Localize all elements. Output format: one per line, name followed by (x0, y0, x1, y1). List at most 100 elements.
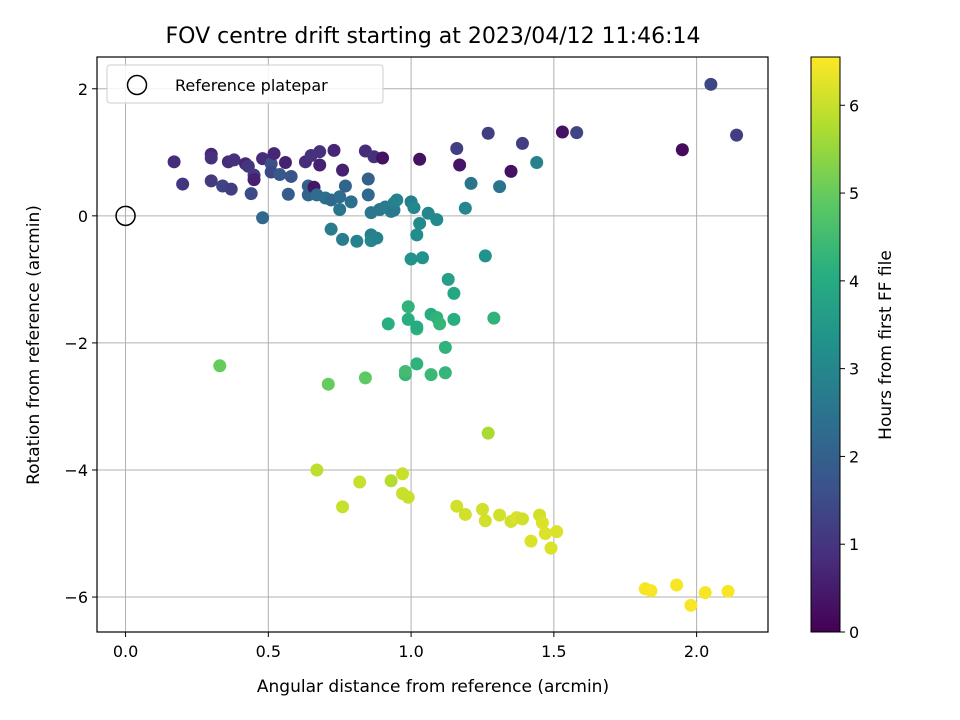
data-point (433, 317, 447, 331)
data-point (267, 147, 281, 161)
data-point (504, 164, 518, 178)
data-point (438, 366, 452, 380)
data-point (333, 202, 347, 216)
data-point (413, 152, 427, 166)
data-point (310, 463, 324, 477)
reference-platepar-marker (115, 205, 136, 227)
data-point (407, 201, 421, 215)
data-point (515, 136, 529, 150)
data-point (524, 534, 538, 548)
data-point (281, 187, 295, 201)
data-point (424, 368, 438, 382)
data-point (324, 222, 338, 236)
data-point (361, 172, 375, 186)
data-point (447, 286, 461, 300)
data-point (481, 426, 495, 440)
data-point (493, 180, 507, 194)
data-point (458, 201, 472, 215)
data-point (350, 234, 364, 248)
data-point (336, 163, 350, 177)
data-point (396, 467, 410, 481)
data-point (704, 77, 718, 91)
data-point (376, 151, 390, 165)
data-point (544, 541, 558, 555)
data-point (530, 155, 544, 169)
data-point (404, 252, 418, 266)
data-point (390, 193, 404, 207)
data-points (167, 77, 744, 612)
data-point (670, 578, 684, 592)
legend-marker-icon (126, 74, 148, 96)
colorbar-tick-label: 0 (849, 623, 859, 642)
data-point (684, 598, 698, 612)
x-tick-label: 1.0 (398, 642, 423, 661)
data-point (401, 300, 415, 314)
data-point (515, 512, 529, 526)
colorbar-label: Hours from first FF file (876, 250, 896, 440)
data-point (247, 173, 261, 187)
y-axis-label: Rotation from reference (arcmin) (24, 205, 44, 485)
data-point (361, 188, 375, 202)
y-tick-label: −2 (64, 334, 88, 353)
data-point (370, 231, 384, 245)
data-point (475, 502, 489, 516)
y-tick-label: −6 (64, 588, 88, 607)
plot-frame (96, 56, 769, 633)
data-point (204, 151, 218, 165)
colorbar-tick-label: 3 (849, 360, 859, 379)
data-point (344, 195, 358, 209)
data-point (401, 312, 415, 326)
legend-entry-reference-platepar: Reference platepar (175, 76, 328, 95)
data-point (410, 357, 424, 371)
data-point (227, 153, 241, 167)
data-point (284, 169, 298, 183)
data-point (450, 141, 464, 155)
data-point (333, 190, 347, 204)
data-point (550, 525, 564, 539)
data-point (338, 179, 352, 193)
x-tick-label: 2.0 (684, 642, 709, 661)
data-point (481, 126, 495, 140)
data-point (213, 359, 227, 373)
data-point (327, 143, 341, 157)
data-point (358, 371, 372, 385)
data-point (730, 128, 744, 142)
y-tick-label: 2 (78, 80, 88, 99)
x-tick-label: 0.0 (113, 642, 138, 661)
data-point (401, 490, 415, 504)
data-point (278, 155, 292, 169)
colorbar-tick-label: 5 (849, 184, 859, 203)
data-point (644, 584, 658, 598)
data-point (353, 475, 367, 489)
data-point (244, 187, 258, 201)
x-tick-label: 0.5 (256, 642, 281, 661)
data-point (721, 584, 735, 598)
data-point (176, 177, 190, 191)
data-point (410, 228, 424, 242)
data-point (458, 507, 472, 521)
colorbar: 0 1 2 3 4 5 6 Hours from first FF file (810, 56, 896, 642)
data-point (321, 377, 335, 391)
grid-lines (97, 57, 768, 632)
data-point (570, 126, 584, 140)
legend-box (106, 64, 384, 104)
y-tick-label: 0 (78, 207, 88, 226)
x-axis-label: Angular distance from reference (arcmin) (257, 677, 609, 697)
data-point (273, 168, 287, 182)
data-point (430, 213, 444, 227)
x-tick-label: 1.5 (541, 642, 566, 661)
data-point (313, 158, 327, 172)
colorbar-tick-label: 2 (849, 447, 859, 466)
data-point (453, 158, 467, 172)
colorbar-gradient (810, 56, 841, 633)
data-point (698, 586, 712, 600)
data-point (447, 312, 461, 326)
data-point (410, 320, 424, 334)
data-point (336, 500, 350, 514)
colorbar-ticks: 0 1 2 3 4 5 6 (840, 96, 859, 642)
data-point (384, 474, 398, 488)
data-point (555, 125, 569, 139)
data-point (487, 311, 501, 325)
data-point (464, 176, 478, 190)
